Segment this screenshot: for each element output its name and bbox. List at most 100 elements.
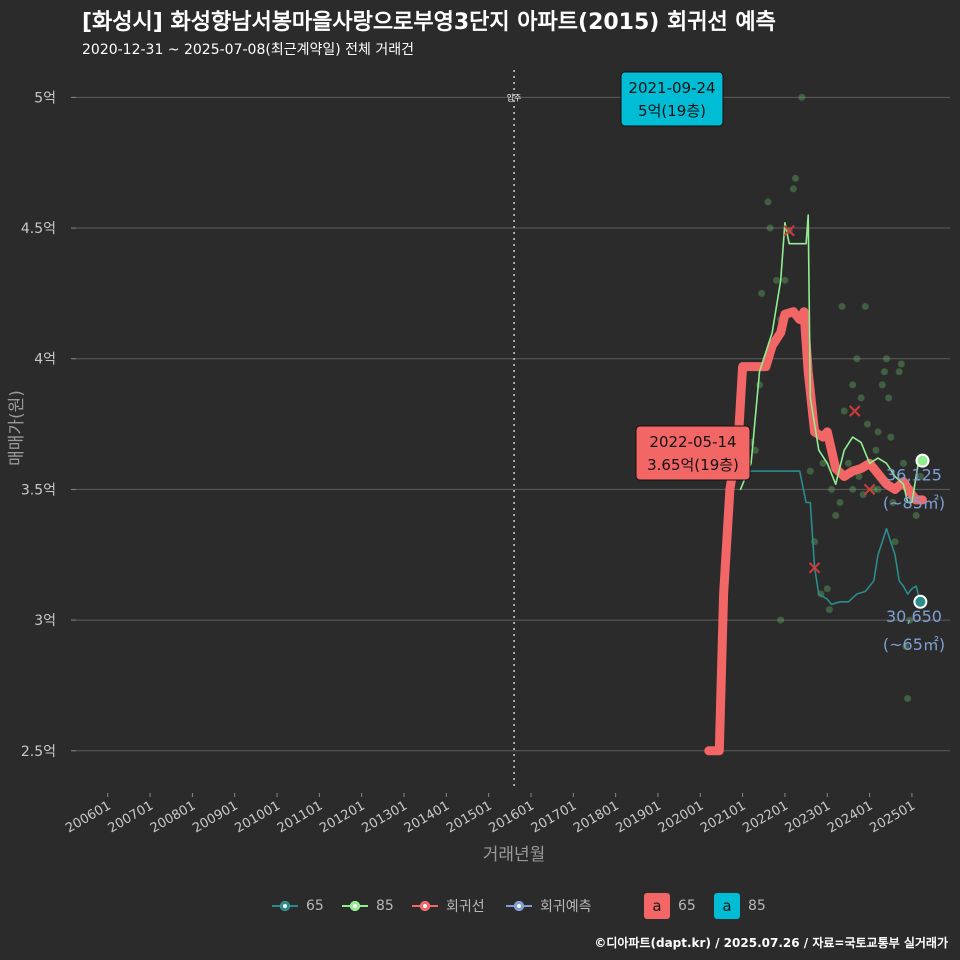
x-tick-label: 200701 xyxy=(106,798,156,836)
x-tick-label: 201001 xyxy=(233,798,283,836)
series-line-regression xyxy=(704,307,927,756)
legend-box-item: a 85 xyxy=(714,892,766,920)
transaction-point xyxy=(789,185,797,193)
transaction-point xyxy=(836,498,844,506)
transaction-point xyxy=(902,642,910,650)
transaction-point xyxy=(874,485,882,493)
transaction-point xyxy=(891,538,899,546)
legend-label: 회귀예측 xyxy=(540,899,592,915)
legend-box: a xyxy=(644,893,670,919)
end-markers: 36,125 (~85㎡) 30,650 (~65㎡) xyxy=(883,453,945,654)
transaction-point xyxy=(751,446,759,454)
regression-x-mark xyxy=(808,562,821,574)
price-chart: 2.5억 3억 3.5억 4억 4.5억 5억 200601200701200801200… xyxy=(7,70,950,865)
legend-item: 회귀예측 xyxy=(506,892,592,920)
y-tick-label: 5억 xyxy=(34,90,56,106)
transaction-point xyxy=(899,459,907,467)
y-axis-ticks: 2.5억 3억 3.5억 4억 4.5억 5억 xyxy=(21,90,76,760)
transaction-point xyxy=(806,467,814,475)
legend-box-label: 65 xyxy=(678,898,696,914)
callout-box xyxy=(620,71,724,127)
series-line-85 xyxy=(739,214,924,504)
x-tick-label: 201601 xyxy=(486,798,536,836)
transaction-point xyxy=(840,407,848,415)
y-tick-label: 4억 xyxy=(34,352,56,368)
x-tick-label: 202201 xyxy=(740,798,790,836)
x-tick-label: 201701 xyxy=(529,798,579,836)
transaction-point xyxy=(872,446,880,454)
regression-x-mark xyxy=(849,405,861,417)
transaction-point xyxy=(874,428,882,436)
regression-x-mark xyxy=(863,483,876,496)
move-in-marker: 입주 xyxy=(507,70,521,790)
legend-key xyxy=(506,899,532,913)
chart-title: [화성시] 화성향남서봉마을사랑으로부영3단지 아파트(2015) 회귀선 예측 xyxy=(82,10,776,35)
transaction-point xyxy=(863,420,871,428)
end-size-label: (~65㎡) xyxy=(883,635,945,654)
legend-item: 85 xyxy=(342,892,394,920)
legend-item: 회귀선 xyxy=(412,892,485,920)
transaction-point xyxy=(766,224,774,232)
legend-label: 65 xyxy=(306,898,324,914)
regression-x-marks xyxy=(783,224,876,574)
legend-key xyxy=(342,899,368,913)
x-tick-label: 202001 xyxy=(656,798,706,836)
x-tick-label: 201801 xyxy=(571,798,621,836)
end-marker-65 xyxy=(913,594,928,609)
transaction-point xyxy=(792,174,800,182)
x-tick-label: 202101 xyxy=(698,798,748,836)
transaction-point xyxy=(857,394,865,402)
legend-label: 회귀선 xyxy=(446,899,485,915)
callout-box xyxy=(635,425,751,481)
y-tick-label: 3.5억 xyxy=(21,482,56,498)
x-tick-label: 201901 xyxy=(613,798,663,836)
legend-key xyxy=(412,899,438,913)
legend-key xyxy=(272,899,298,913)
transaction-point xyxy=(916,472,924,480)
callout-date: 2022-05-14 xyxy=(649,433,736,451)
x-axis-ticks: 2006012007012008012009012010012011012012… xyxy=(63,793,918,836)
transaction-point xyxy=(777,616,785,624)
transaction-point xyxy=(887,433,895,441)
callout-price: 3.65억(19층) xyxy=(647,456,739,474)
x-tick-label: 201301 xyxy=(360,798,410,836)
chart-subtitle: 2020-12-31 ~ 2025-07-08(최근계약일) 전체 거래건 xyxy=(82,42,414,58)
x-axis-label: 거래년월 xyxy=(483,845,546,865)
y-axis-label: 매매가(원) xyxy=(7,390,27,466)
transaction-point xyxy=(798,93,806,101)
transaction-point xyxy=(912,512,920,520)
x-tick-label: 202501 xyxy=(867,798,917,836)
legend-box-item: a 65 xyxy=(644,892,696,920)
end-marker-85 xyxy=(915,453,930,468)
callout-date: 2021-09-24 xyxy=(628,79,715,97)
transaction-point xyxy=(832,512,840,520)
transaction-point xyxy=(838,302,846,310)
callouts: 2021-09-24 5억(19층) 2022-05-14 3.65억(19층) xyxy=(620,71,751,481)
callout-price: 5억(19층) xyxy=(638,102,706,120)
transaction-point xyxy=(895,368,903,376)
transaction-point xyxy=(844,459,852,467)
end-value-label: 30,650 xyxy=(886,607,942,626)
transaction-point xyxy=(880,368,888,376)
transaction-point xyxy=(823,585,831,593)
transaction-point xyxy=(781,276,789,284)
legend-box: a xyxy=(714,893,740,919)
legend: 65 85 회귀선 회귀예측 a 65 a 85 xyxy=(0,892,960,920)
transaction-point xyxy=(855,472,863,480)
x-tick-label: 201201 xyxy=(317,798,367,836)
y-tick-label: 3억 xyxy=(34,613,56,629)
transaction-point xyxy=(819,459,827,467)
series-lines xyxy=(704,214,927,756)
credit-line: ©디아파트(dapt.kr) / 2025.07.26 / 자료=국토교통부 실… xyxy=(594,936,948,950)
x-tick-label: 200901 xyxy=(190,798,240,836)
end-value-label: 36,125 xyxy=(886,466,942,485)
transaction-point xyxy=(827,485,835,493)
transaction-point xyxy=(772,276,780,284)
legend-item: 65 xyxy=(272,892,324,920)
transaction-point xyxy=(897,360,905,368)
x-tick-label: 201101 xyxy=(275,798,325,836)
transaction-point xyxy=(764,198,772,206)
transaction-point xyxy=(825,606,833,614)
transaction-point xyxy=(853,355,861,363)
x-tick-label: 202401 xyxy=(825,798,875,836)
